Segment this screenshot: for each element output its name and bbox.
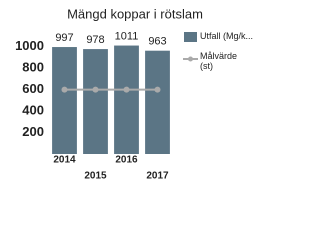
bar — [83, 49, 108, 154]
target-marker — [61, 86, 68, 93]
bar — [145, 50, 170, 154]
x-tick-label: 2014 — [53, 155, 76, 166]
x-tick-label: 2015 — [84, 171, 107, 182]
legend-swatch — [188, 56, 193, 62]
x-tick-label: 2016 — [115, 155, 138, 166]
y-tick-label: 400 — [22, 103, 44, 118]
value-label: 963 — [148, 36, 166, 48]
bar — [114, 45, 139, 154]
value-label: 1011 — [115, 30, 139, 42]
page: Mängd koppar i rötslam 200 400 600 800 1000 2… — [15, 6, 254, 182]
target-marker — [123, 86, 130, 93]
legend-swatch — [184, 32, 197, 42]
x-tick-label: 2017 — [146, 171, 169, 182]
y-tick-label: 200 — [22, 124, 44, 139]
y-tick-label: 800 — [22, 60, 44, 75]
target-marker — [154, 86, 161, 93]
value-label: 997 — [55, 32, 73, 44]
y-tick-label: 600 — [22, 81, 44, 96]
bar — [52, 47, 77, 155]
legend-label: Målvärde (st) — [200, 51, 238, 71]
target-marker — [92, 86, 99, 93]
y-tick-label: 1000 — [15, 38, 44, 53]
legend-label: Utfall (Mg/k... — [200, 31, 254, 41]
chart: Mängd koppar i rötslam 200 400 600 800 1000 2… — [15, 6, 203, 182]
value-label: 978 — [86, 34, 104, 46]
chart-title: Mängd koppar i rötslam — [67, 6, 203, 21]
